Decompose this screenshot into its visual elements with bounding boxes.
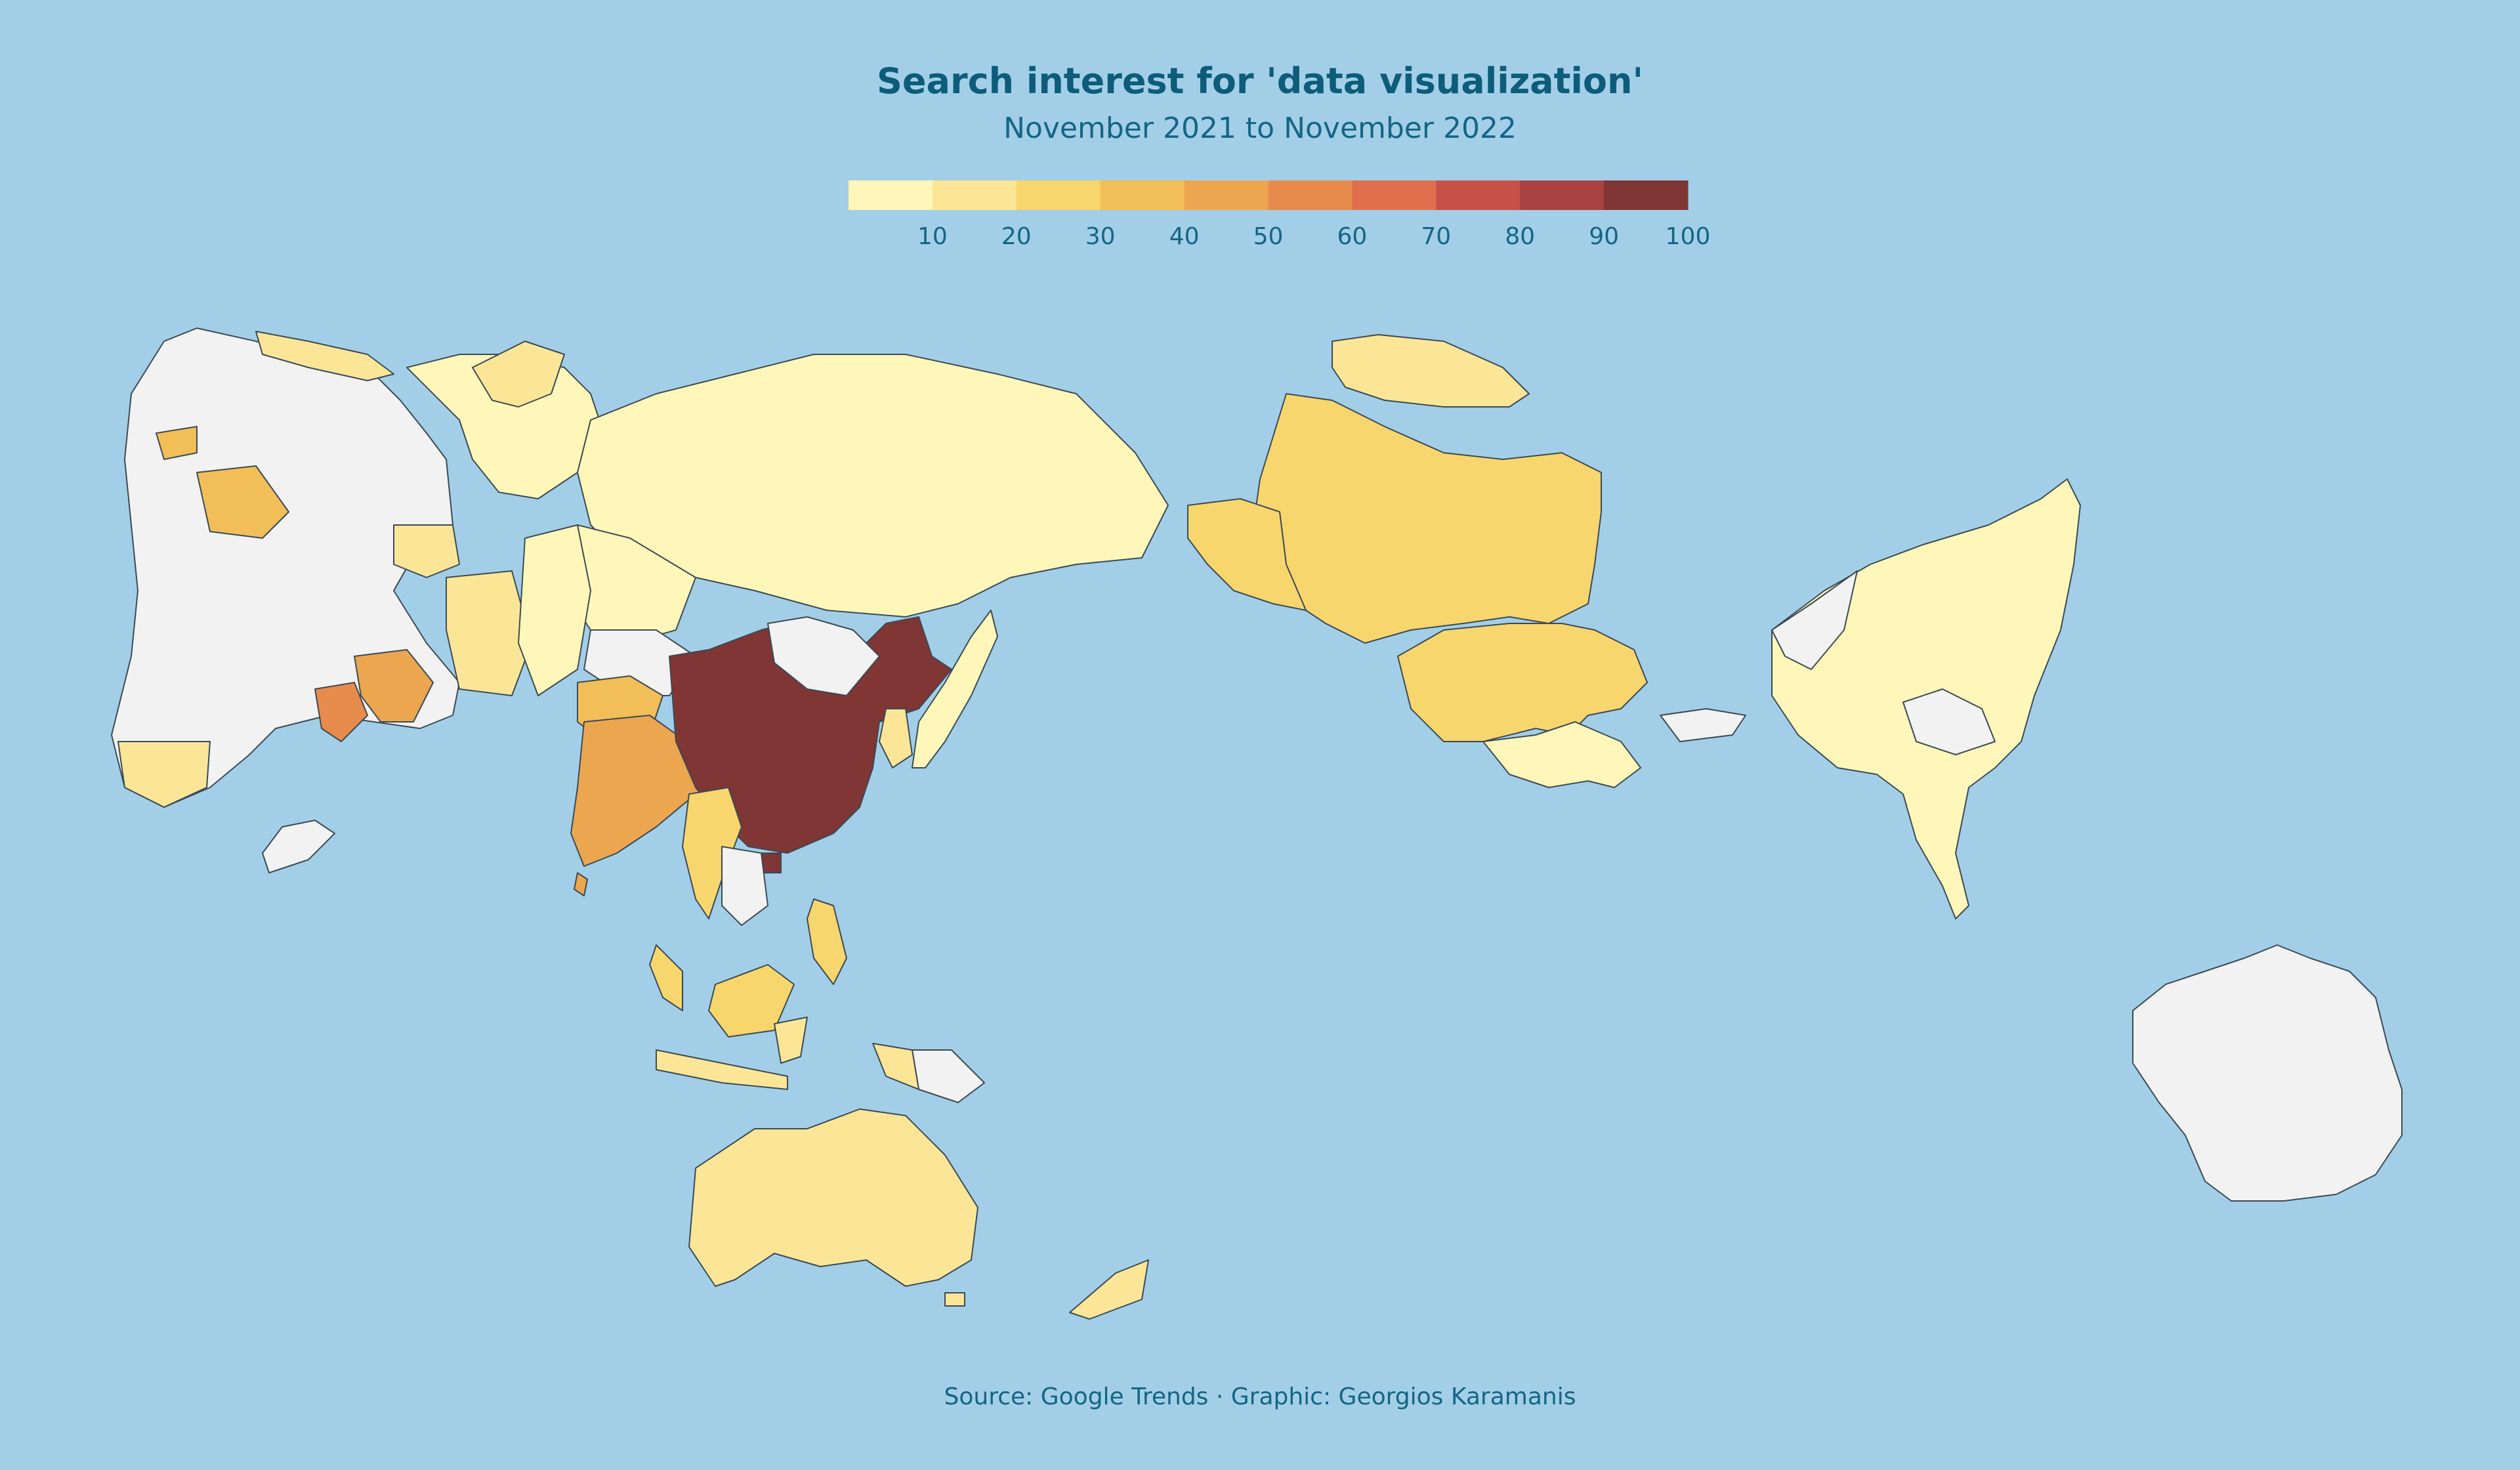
legend-tick-label: 100 (1666, 223, 1711, 250)
japan (912, 610, 998, 768)
nigeria (314, 682, 368, 742)
korea (879, 708, 913, 768)
papua (872, 1043, 919, 1090)
sulawesi (774, 1017, 808, 1064)
antarctica (2132, 944, 2403, 1202)
color-legend: 10 20 30 40 50 60 70 80 90 100 (849, 180, 1711, 250)
sumatra-java (656, 1049, 788, 1090)
mongolia (767, 616, 880, 696)
indochina (721, 846, 768, 926)
legend-tick-label: 50 (1253, 223, 1284, 250)
legend-swatch (1016, 180, 1101, 210)
legend-swatch (1520, 180, 1605, 210)
alaska (1187, 498, 1307, 611)
legend-tick-label: 30 (1085, 223, 1116, 250)
myanmar-thailand (682, 787, 742, 919)
legend-swatch (1184, 180, 1269, 210)
sri-lanka (574, 872, 588, 896)
madagascar (262, 820, 335, 873)
map-title: Search interest for 'data visualization' (877, 60, 1643, 102)
borneo (708, 964, 795, 1038)
legend-tick-label: 20 (1001, 223, 1032, 250)
arabia-east-africa (446, 570, 532, 696)
tasmania (944, 1292, 965, 1307)
legend-swatch (1268, 180, 1353, 210)
legend-swatch (1352, 180, 1437, 210)
map-subtitle: November 2021 to November 2022 (1003, 112, 1517, 145)
sa-no-data-center (1902, 688, 1996, 755)
new-guinea (912, 1049, 985, 1103)
australia (688, 1108, 978, 1287)
legend-swatch (849, 180, 933, 210)
mexico (1482, 721, 1641, 788)
egypt-area (196, 465, 289, 539)
legend-swatch (1436, 180, 1521, 210)
source-caption: Source: Google Trends · Graphic: Georgio… (944, 1383, 1576, 1410)
philippines (807, 898, 847, 985)
africa-north-coast (255, 331, 394, 381)
legend-swatch (932, 180, 1017, 210)
new-zealand (1069, 1259, 1149, 1320)
legend-tick-label: 40 (1169, 223, 1200, 250)
usa (1397, 623, 1648, 742)
horn-of-africa (393, 524, 460, 578)
legend-swatch (1100, 180, 1185, 210)
legend-tick-label: 10 (917, 223, 948, 250)
caribbean-central (1660, 708, 1746, 742)
legend-swatch (1604, 180, 1689, 210)
sa-no-data-north (1771, 570, 1858, 670)
morocco (156, 426, 198, 460)
canada (1253, 393, 1602, 644)
legend-tick-label: 80 (1505, 223, 1535, 250)
greenland (1332, 334, 1530, 408)
south-africa (117, 741, 211, 808)
legend-tick-label: 90 (1589, 223, 1619, 250)
scandinavia (472, 341, 565, 408)
legend-tick-label: 60 (1337, 223, 1367, 250)
malaysia (649, 944, 683, 1011)
hainan (761, 852, 782, 873)
ghana-area (354, 649, 434, 723)
legend-tick-label: 70 (1421, 223, 1451, 250)
middle-east (518, 524, 591, 696)
